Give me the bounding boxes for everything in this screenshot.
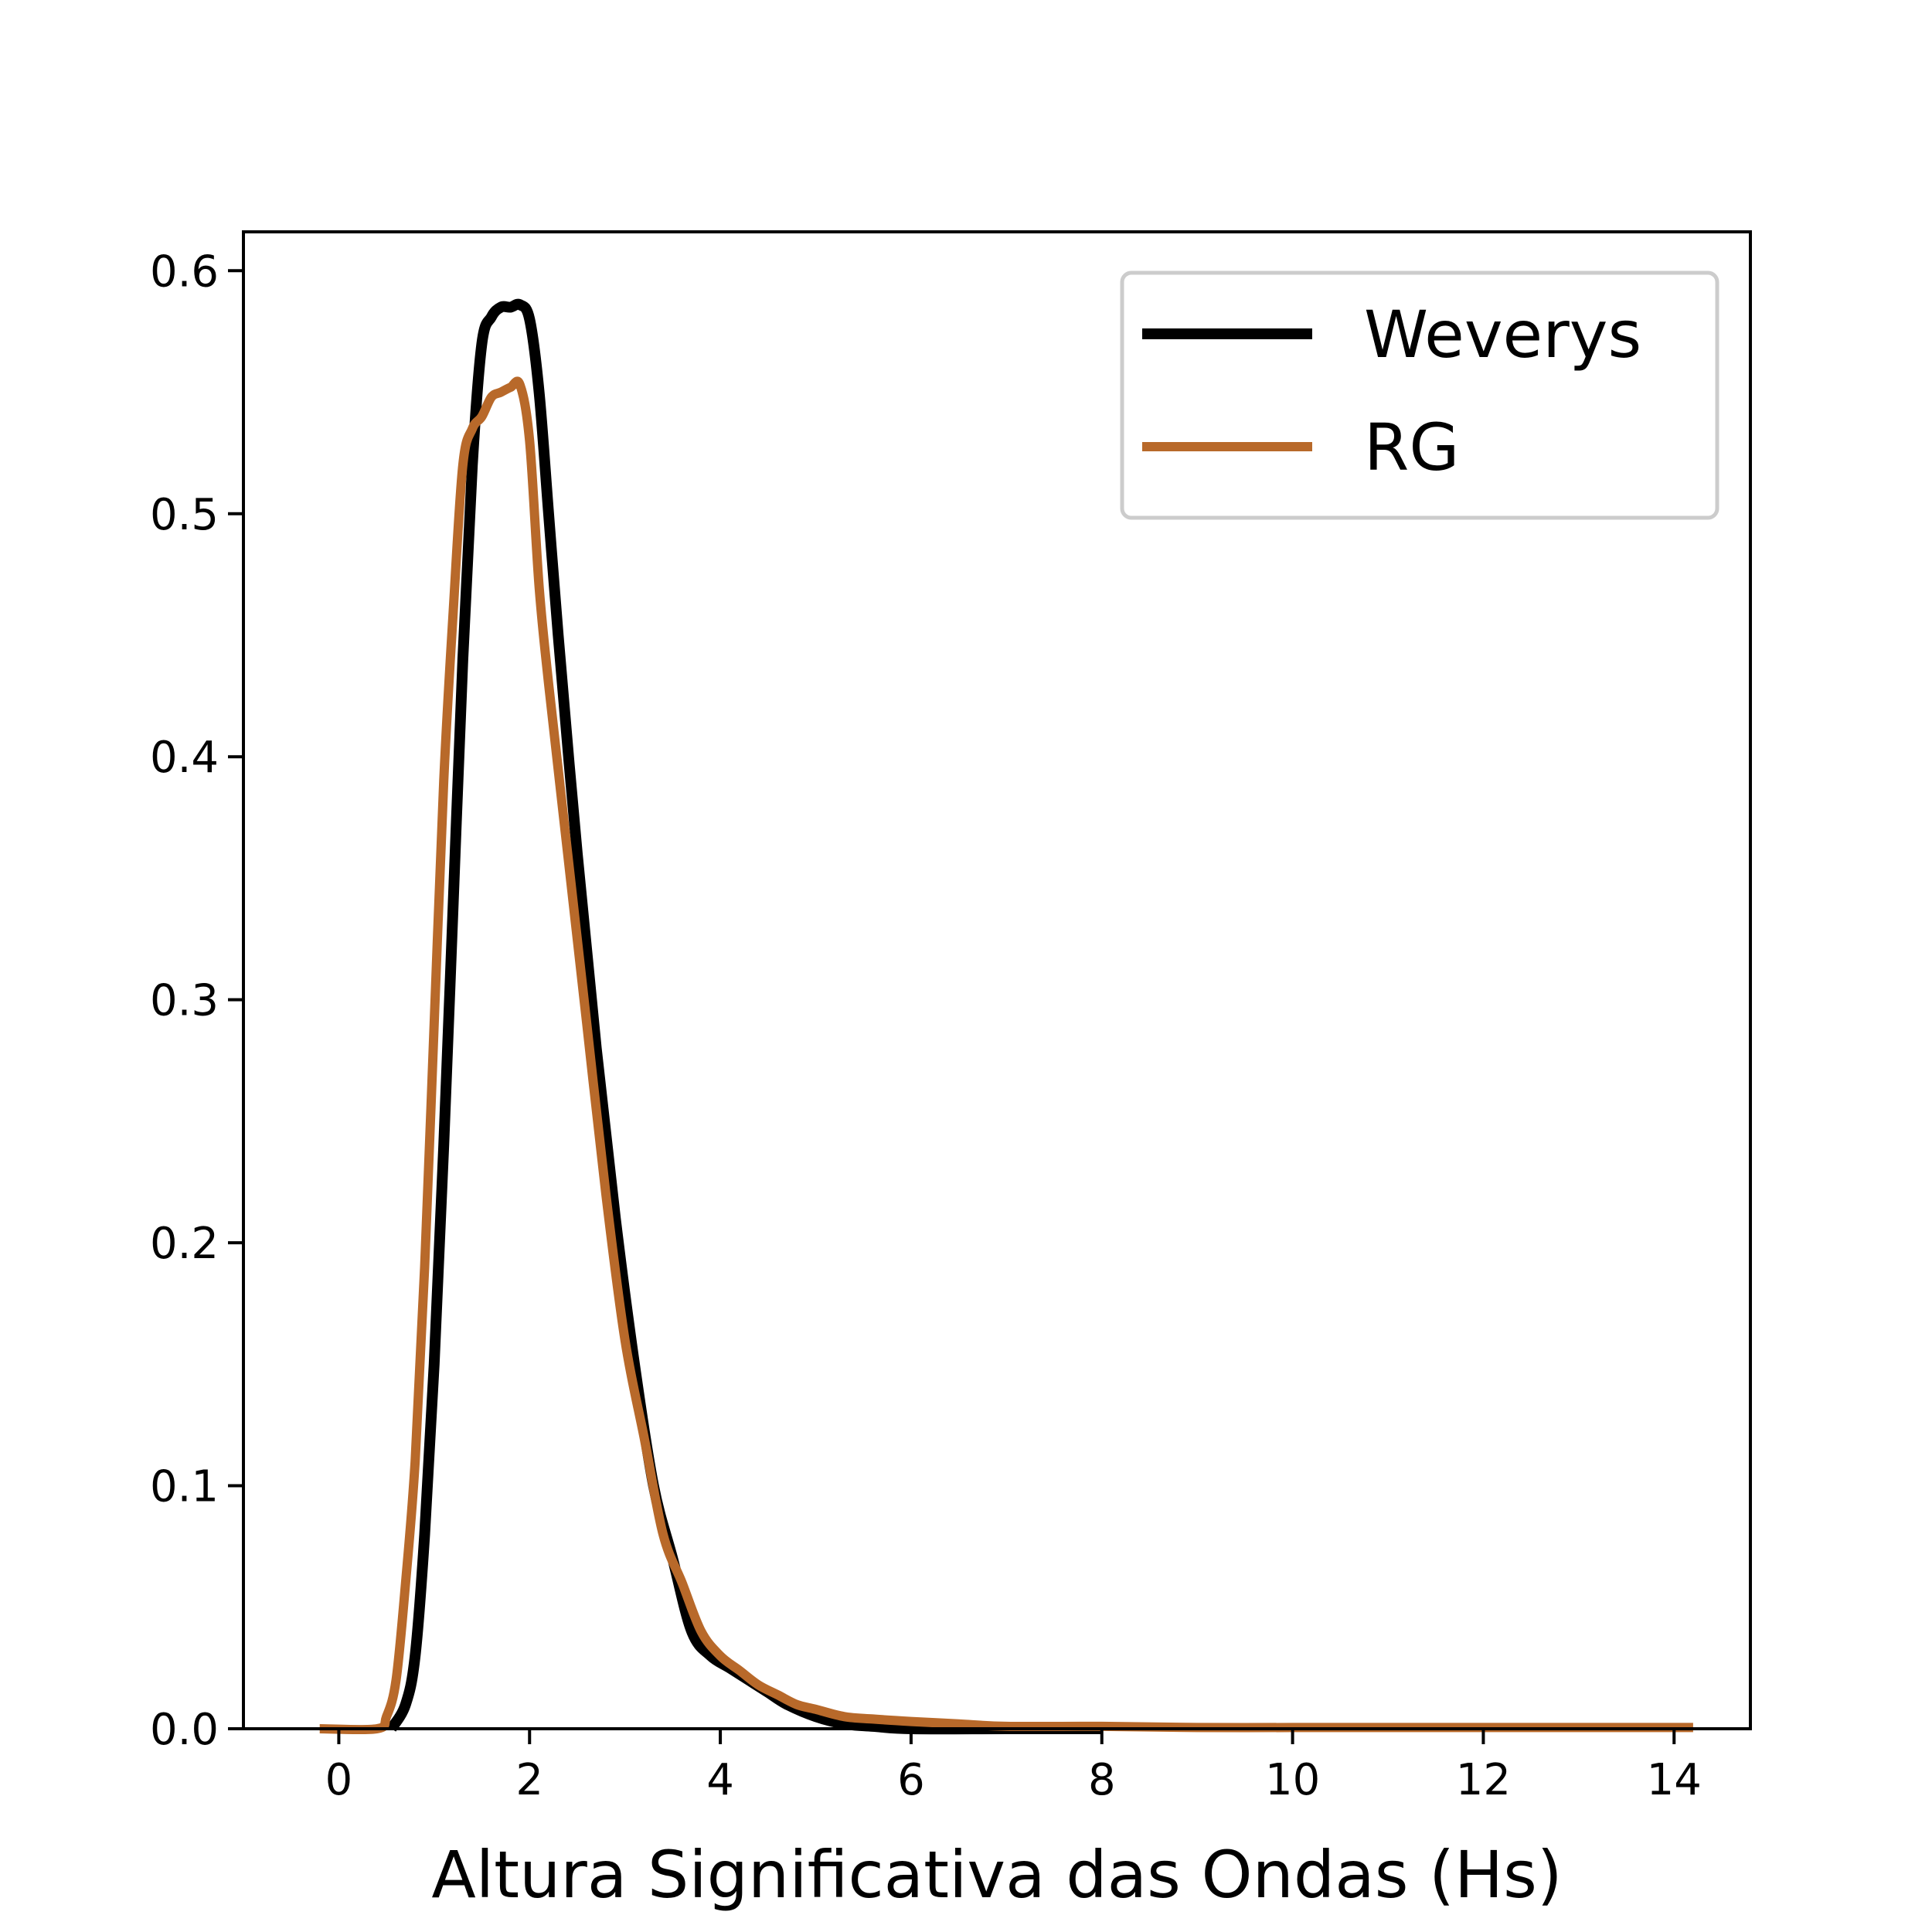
x-tick-label: 4 [706, 1755, 734, 1805]
series-line-rg [319, 376, 1693, 1735]
x-tick-label: 8 [1088, 1755, 1116, 1805]
x-axis-label: Altura Significativa das Ondas (Hs) [431, 1837, 1562, 1913]
x-axis-ticks: 0 2 4 6 8 10 12 14 [325, 1729, 1702, 1805]
x-tick-label: 14 [1647, 1755, 1702, 1805]
plot-frame [242, 230, 1752, 1730]
y-tick-label: 0.0 [150, 1705, 219, 1755]
x-tick-label: 2 [515, 1755, 543, 1805]
x-tick-label: 6 [897, 1755, 925, 1805]
legend: Weverys RG [1120, 270, 1719, 520]
x-tick-label: 10 [1265, 1755, 1320, 1805]
legend-entries: Weverys RG [1142, 297, 1641, 485]
series-layer [319, 298, 1693, 1735]
y-tick-label: 0.4 [150, 733, 219, 783]
y-tick-label: 0.1 [150, 1462, 219, 1512]
y-tick-label: 0.3 [150, 976, 219, 1026]
y-axis-ticks: 0.0 0.1 0.2 0.3 0.4 0.5 0.6 [150, 247, 243, 1755]
y-tick-label: 0.6 [150, 247, 219, 297]
y-tick-label: 0.2 [150, 1219, 219, 1269]
legend-label-weverys: Weverys [1364, 297, 1641, 372]
x-tick-label: 12 [1456, 1755, 1511, 1805]
y-tick-label: 0.5 [150, 490, 219, 540]
legend-label-rg: RG [1364, 410, 1459, 485]
x-tick-label: 0 [325, 1755, 353, 1805]
